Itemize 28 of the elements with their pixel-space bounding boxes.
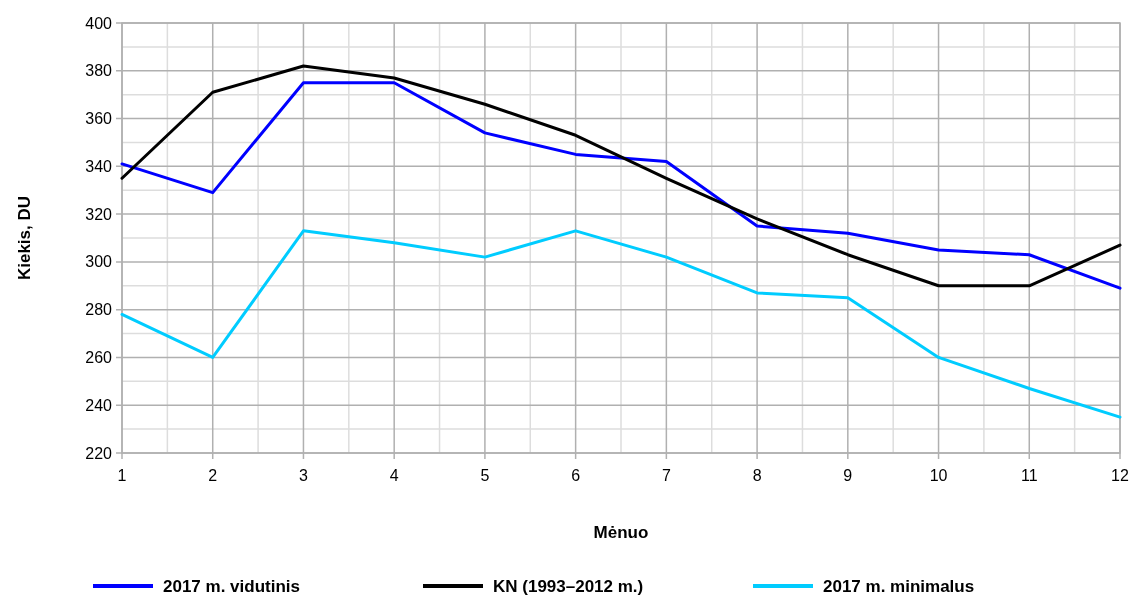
x-tick-label: 5 [480, 467, 490, 484]
y-tick-label: 240 [85, 396, 113, 414]
legend-label: 2017 m. minimalus [823, 576, 975, 596]
y-axis-title: Kiekis, DU [15, 195, 34, 281]
y-tick-label: 360 [85, 110, 113, 128]
x-tick-label: 3 [299, 467, 308, 484]
y-tick-label: 220 [85, 444, 113, 462]
x-tick-label: 10 [929, 467, 948, 484]
x-axis-title: Mėnuo [593, 523, 649, 542]
x-tick-label: 8 [752, 467, 762, 484]
x-tick-label: 11 [1020, 467, 1038, 484]
y-tick-label: 320 [85, 205, 113, 223]
x-tick-label: 1 [117, 467, 127, 484]
y-tick-label: 380 [85, 62, 113, 80]
x-tick-label: 12 [1111, 467, 1129, 484]
legend-label: KN (1993–2012 m.) [493, 576, 644, 596]
line-series [120, 229, 1122, 419]
legend-label: 2017 m. vidutinis [163, 576, 300, 596]
y-tick-label: 300 [85, 253, 113, 271]
y-tick-label: 400 [85, 14, 113, 32]
x-tick-label: 9 [843, 467, 853, 484]
x-tick-label: 7 [661, 467, 671, 484]
x-tick-label: 4 [389, 467, 399, 484]
y-tick-label: 340 [85, 157, 113, 175]
y-tick-label: 280 [85, 301, 113, 319]
x-tick-label: 2 [208, 467, 218, 484]
y-tick-label: 260 [85, 349, 113, 367]
x-tick-label: 6 [571, 467, 581, 484]
